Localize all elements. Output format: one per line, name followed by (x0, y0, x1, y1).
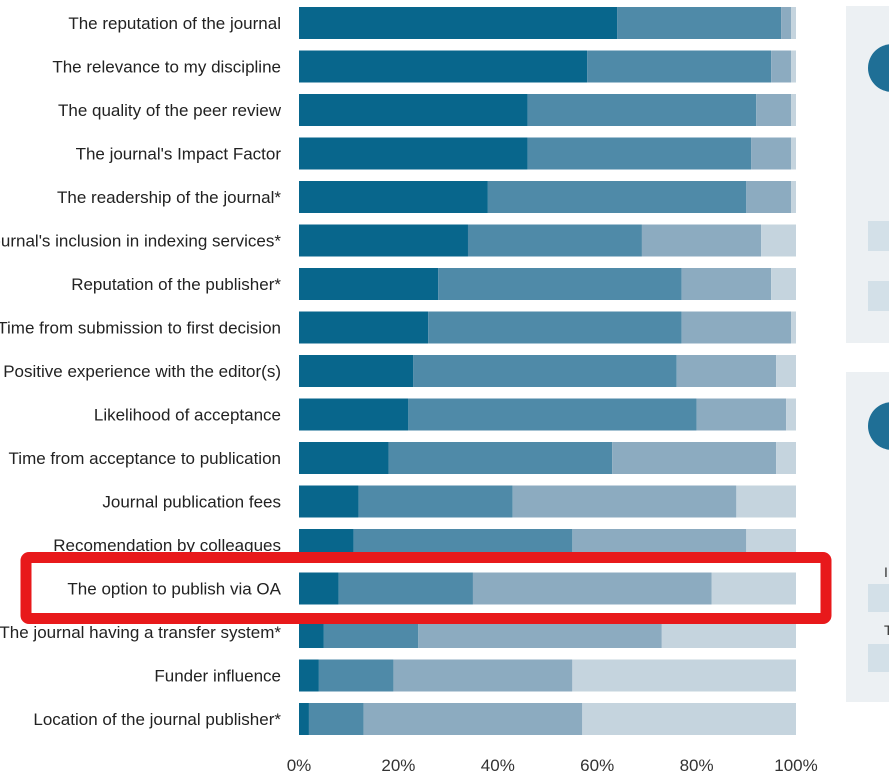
side-panel-bottom: I T (846, 372, 889, 702)
bar-segment (776, 355, 796, 387)
category-label: The journal's Impact Factor (76, 145, 282, 164)
bar-segment (472, 572, 712, 605)
bar-segment (612, 442, 777, 474)
bar-segment (388, 442, 613, 474)
bar-segment (299, 268, 439, 300)
side-panel-fragment: T (884, 622, 889, 638)
bar-segment (572, 659, 796, 692)
category-label: The reputation of the journal (68, 14, 281, 33)
bar-segment (527, 94, 757, 126)
bar-segment (299, 442, 389, 474)
bar-segment (299, 50, 588, 83)
bar-segment (617, 7, 782, 39)
category-label: The quality of the peer review (58, 101, 282, 120)
bar-segment (771, 268, 796, 300)
bar-segment (736, 485, 796, 518)
bar-segment (791, 181, 796, 213)
bar-segment (791, 137, 796, 170)
bar-segment (756, 94, 792, 126)
check-icon (868, 402, 889, 450)
bar-segment (299, 703, 309, 735)
category-label: The journal having a transfer system* (0, 623, 281, 642)
bar-segment (582, 703, 796, 735)
highlight-box (20, 552, 832, 624)
bar-segment (587, 50, 772, 83)
category-label: The readership of the journal* (57, 188, 281, 207)
bar-segment (527, 137, 752, 170)
bar-segment (676, 355, 777, 387)
bar-segment (791, 50, 796, 83)
bars-group (299, 7, 796, 735)
category-label: Journal publication fees (102, 493, 281, 512)
category-label: Location of the journal publisher* (33, 710, 281, 729)
bar-segment (761, 224, 796, 257)
bar-segment (299, 311, 429, 344)
bar-segment (467, 224, 642, 257)
category-label: Time from submission to first decision (0, 319, 281, 338)
bar-segment (776, 442, 796, 474)
x-tick-label: 40% (481, 756, 515, 774)
bar-segment (791, 94, 796, 126)
category-labels: The reputation of the journal The relevan… (0, 14, 282, 729)
bar-segment (438, 268, 682, 300)
bar-segment (363, 703, 583, 735)
bar-segment (299, 7, 618, 39)
bar-segment (681, 268, 772, 300)
x-tick-label: 60% (580, 756, 614, 774)
bar-segment (791, 7, 796, 39)
x-axis-ticks: 0% 20% 40% 60% 80% 100% (287, 756, 818, 774)
bar-segment (299, 398, 409, 431)
bar-segment (791, 311, 796, 344)
x-tick-label: 20% (381, 756, 415, 774)
bar-segment (299, 181, 488, 213)
bar-segment (299, 94, 528, 126)
side-chip (868, 584, 889, 612)
bar-segment (512, 485, 737, 518)
bar-segment (318, 659, 394, 692)
bar-segment (428, 311, 682, 344)
bar-segment (299, 137, 528, 170)
category-label: The journal's inclusion in indexing serv… (0, 232, 281, 251)
bar-segment (338, 572, 473, 605)
side-chip (868, 221, 889, 251)
bar-segment (299, 355, 414, 387)
bar-segment (781, 7, 792, 39)
category-label: The relevance to my discipline (52, 58, 281, 77)
bar-segment (771, 50, 792, 83)
category-label: Time from acceptance to publication (9, 449, 281, 468)
bar-segment (487, 181, 747, 213)
category-label: Likelihood of acceptance (94, 406, 281, 425)
bar-segment (308, 703, 364, 735)
bar-segment (299, 485, 359, 518)
bar-segment (711, 572, 796, 605)
bar-segment (696, 398, 787, 431)
x-tick-label: 0% (287, 756, 312, 774)
category-label: Reputation of the publisher* (71, 275, 281, 294)
bar-segment (751, 137, 792, 170)
x-tick-label: 80% (680, 756, 714, 774)
bar-segment (299, 224, 468, 257)
side-chip (868, 281, 889, 311)
bar-segment (681, 311, 792, 344)
bar-segment (641, 224, 762, 257)
bar-segment (299, 572, 339, 605)
bar-segment (746, 181, 792, 213)
bar-segment (358, 485, 513, 518)
side-panel-top (846, 6, 889, 343)
category-label: The option to publish via OA (67, 580, 281, 599)
bar-segment (786, 398, 796, 431)
bar-segment (408, 398, 697, 431)
chevron-up-icon (868, 44, 889, 92)
x-tick-label: 100% (774, 756, 817, 774)
side-chip (868, 644, 889, 672)
category-label: Positive experience with the editor(s) (3, 362, 281, 381)
side-panel-fragment: I (884, 564, 888, 580)
bar-segment (413, 355, 677, 387)
bar-segment (393, 659, 573, 692)
category-label: Recomendation by colleagues (53, 536, 281, 555)
category-label: Funder influence (154, 667, 281, 686)
bar-segment (299, 659, 319, 692)
